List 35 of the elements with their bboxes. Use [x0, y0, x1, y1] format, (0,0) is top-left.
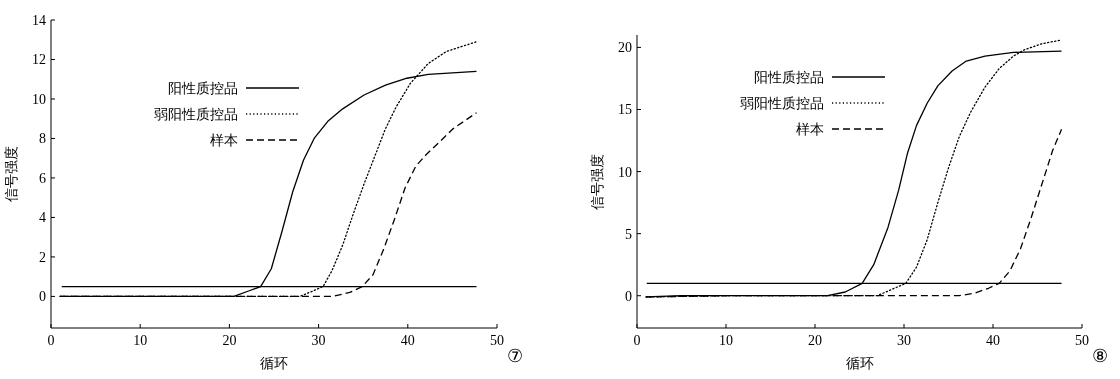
y-tick-label: 0 — [39, 289, 46, 305]
text: ⑧ — [1092, 346, 1108, 366]
x-tick-label: 30 — [897, 333, 911, 348]
text: ⑦ — [507, 346, 523, 366]
x-tick-label: 10 — [133, 333, 148, 348]
x-tick-label: 10 — [719, 333, 733, 348]
y-tick-label: 14 — [32, 13, 46, 28]
y-tick-label: 20 — [618, 40, 632, 56]
y-axis-title: 信号强度 — [590, 153, 605, 210]
x-tick-label: 20 — [808, 333, 822, 348]
legend-label: 样本 — [210, 133, 238, 148]
legend-label: 阳性质控品 — [754, 70, 824, 85]
y-tick-label: 4 — [39, 210, 46, 226]
y-tick-label: 6 — [39, 170, 46, 186]
legend-label: 弱阳性质控品 — [740, 96, 824, 111]
y-tick-label: 5 — [625, 226, 632, 242]
x-axis-title: 循环 — [845, 356, 874, 371]
y-tick-label: 8 — [39, 131, 46, 147]
legend-label: 样本 — [796, 122, 824, 137]
x-tick-label: 20 — [222, 333, 237, 348]
x-tick-label: 40 — [986, 333, 1000, 348]
x-tick-label: 30 — [311, 333, 326, 348]
y-tick-label: 12 — [32, 52, 46, 68]
y-tick-label: 15 — [618, 102, 632, 118]
x-tick-label: 40 — [400, 333, 415, 348]
legend-label: 阳性质控品 — [168, 81, 238, 96]
x-tick-label: 50 — [1075, 333, 1089, 348]
y-axis-title: 信号强度 — [4, 146, 19, 202]
y-tick-label: 0 — [625, 288, 632, 304]
legend-label: 弱阳性质控品 — [154, 107, 238, 122]
y-tick-label: 2 — [39, 249, 46, 265]
y-tick-label: 10 — [32, 91, 46, 107]
x-tick-label: 50 — [490, 333, 504, 348]
x-axis-title: 循环 — [260, 356, 288, 371]
y-tick-label: 10 — [618, 164, 632, 180]
